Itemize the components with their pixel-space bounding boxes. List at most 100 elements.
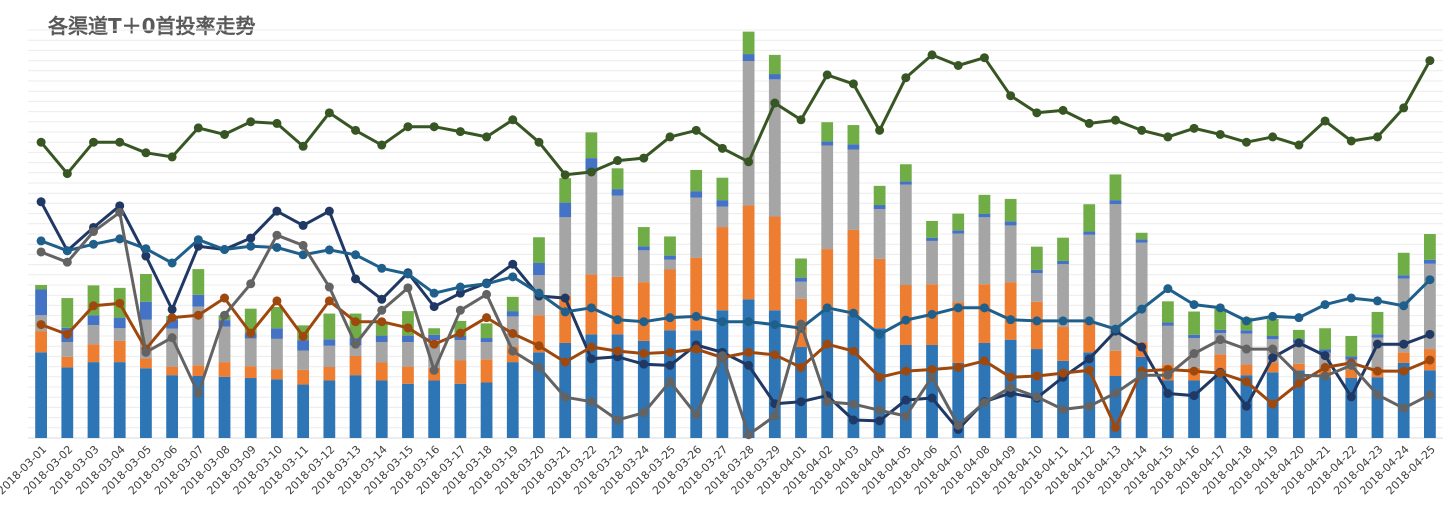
series-point (979, 398, 989, 408)
series-point (193, 235, 203, 245)
bar-segment (218, 320, 231, 327)
series-point (1032, 392, 1042, 402)
bar-segment (873, 205, 886, 210)
series-point (272, 230, 282, 240)
series-point (403, 323, 413, 333)
bar-segment (664, 259, 676, 270)
series-point (482, 132, 492, 142)
series-point (927, 309, 937, 319)
bar-segment (1161, 301, 1174, 323)
series-point (665, 360, 675, 370)
series-point (1294, 338, 1304, 348)
series-point (193, 123, 203, 133)
series-point (351, 125, 361, 135)
series-point (822, 303, 832, 313)
bar-segment (1161, 380, 1174, 438)
series-point (298, 331, 308, 341)
bar-segment (375, 362, 388, 381)
series-point (691, 311, 701, 321)
bar-segment (1424, 234, 1436, 260)
bar-segment (978, 342, 991, 438)
series-point (691, 410, 701, 420)
bar-segment (821, 141, 834, 146)
series-point (639, 317, 649, 327)
bar-segment (821, 249, 834, 312)
bar-segment (87, 285, 100, 316)
series-point (36, 247, 46, 257)
series-point (193, 241, 203, 251)
series-point (246, 117, 256, 127)
bar-segment (61, 298, 74, 328)
bar-segment (454, 360, 467, 384)
series-point (167, 152, 177, 162)
bar-segment (978, 217, 991, 285)
bar-segment (428, 328, 441, 335)
series-point (193, 389, 203, 399)
bar-segment (1161, 325, 1174, 365)
bar-segment (1371, 337, 1384, 369)
bar-segment (166, 328, 179, 367)
series-point (1346, 392, 1356, 402)
bar-segment (35, 331, 47, 353)
bar-segment (1004, 221, 1017, 226)
bar-segment (323, 339, 336, 346)
series-point (429, 122, 439, 132)
bar-segment (559, 178, 572, 203)
bar-segment (1057, 327, 1069, 361)
bar-segment (873, 185, 886, 206)
bar-segment (192, 306, 205, 366)
series-point (875, 416, 885, 426)
bar-segment (1424, 259, 1436, 264)
bar-segment (1083, 352, 1096, 438)
bar-segment (1345, 336, 1358, 357)
bar-segment (1424, 263, 1436, 350)
bar-segment (1109, 200, 1122, 205)
bar-segment (847, 149, 860, 230)
bar-segment (140, 358, 152, 369)
bar-segment (480, 323, 493, 339)
series-point (1110, 115, 1120, 125)
bar-segment (1188, 311, 1200, 335)
series-lines (36, 50, 1435, 440)
series-point (351, 250, 361, 260)
bar-segment (349, 345, 362, 356)
series-point (62, 257, 72, 267)
series-point (744, 317, 754, 327)
series-point (534, 341, 544, 351)
bar-segment (218, 362, 231, 377)
series-point (1241, 377, 1251, 387)
bar-segment (1345, 356, 1358, 360)
series-point (429, 365, 439, 375)
series-point (1058, 368, 1068, 378)
series-point (89, 239, 99, 249)
bar-segment (35, 285, 47, 290)
bar-segment (323, 367, 336, 381)
series-point (875, 125, 885, 135)
bar-segment (271, 328, 283, 339)
bar-segment (428, 380, 441, 438)
series-point (89, 137, 99, 147)
bar-segment (506, 362, 519, 438)
bar-segment (1397, 252, 1410, 276)
bar-segment (873, 258, 886, 329)
series-point (560, 307, 570, 317)
bar-segment (87, 324, 100, 345)
series-point (1268, 311, 1278, 321)
bar-segment (1214, 308, 1227, 330)
bar-segment (375, 335, 388, 343)
bar-segment (899, 181, 912, 185)
bar-segment (873, 328, 886, 438)
series-point (1006, 372, 1016, 382)
series-point (62, 329, 72, 339)
series-point (1084, 354, 1094, 364)
series-point (1320, 116, 1330, 126)
series-point (586, 167, 596, 177)
series-point (220, 245, 230, 255)
series-point (508, 259, 518, 269)
series-point (901, 395, 911, 405)
series-point (1215, 303, 1225, 313)
bar-segment (1397, 278, 1410, 353)
series-point (1163, 132, 1173, 142)
series-point (1058, 105, 1068, 115)
bar-segment (768, 216, 781, 311)
